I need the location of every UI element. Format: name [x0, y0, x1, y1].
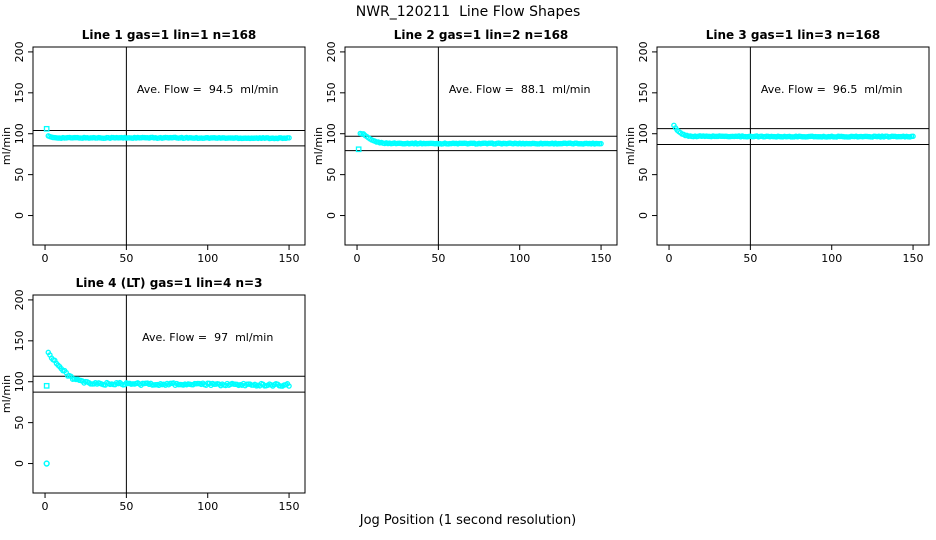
y-axis-label: ml/min: [312, 127, 325, 165]
x-tick-label: 150: [903, 252, 924, 265]
y-tick-label: 50: [637, 168, 650, 182]
plot-box: [344, 46, 618, 246]
y-tick-label: 200: [13, 289, 26, 310]
ave-flow-annotation: Ave. Flow = 88.1 ml/min: [449, 83, 591, 96]
data-points: [671, 122, 916, 140]
y-tick-label: 50: [13, 416, 26, 430]
subplot-line-4: 0 50 100 150 0 50 100 150 200 ml/min Line 4 (LT) g…: [0, 270, 312, 518]
y-tick-label: 150: [13, 82, 26, 103]
y-axis-label: ml/min: [0, 127, 13, 165]
x-tick-label: 100: [821, 252, 842, 265]
y-tick-label: 200: [13, 41, 26, 62]
subplot-line-3-chart: 0 50 100 150 0 50 100 150 200 ml/min Line 3 gas=1 …: [624, 28, 930, 265]
subplot-line-1: 0 50 100 150 0 50 100 150 200 ml/min Line 1 gas=1 …: [0, 22, 312, 270]
y-axis-label: ml/min: [624, 127, 637, 165]
subplot-line-2: 0 50 100 150 0 50 100 150 200 ml/min Line 2 gas=1 …: [312, 22, 624, 270]
main-title: NWR_120211 Line Flow Shapes: [355, 4, 581, 20]
data-points: [43, 349, 292, 467]
outlier-point-square: [355, 146, 362, 153]
x-tick-label: 50: [431, 252, 445, 265]
data-points: [43, 125, 292, 142]
y-tick-label: 100: [325, 123, 338, 144]
subplot-title: Line 2 gas=1 lin=2 n=168: [394, 28, 569, 42]
y-tick-label: 150: [637, 82, 650, 103]
x-tick-label: 0: [42, 500, 49, 513]
subplot-title: Line 4 (LT) gas=1 lin=4 n=3: [76, 276, 263, 290]
y-tick-label: 0: [637, 212, 650, 219]
x-tick-label: 0: [666, 252, 673, 265]
x-tick-label: 150: [279, 500, 300, 513]
y-tick-label: 100: [637, 123, 650, 144]
data-point: [598, 140, 604, 147]
y-axis-label: ml/min: [0, 375, 13, 413]
plot-box: [656, 46, 930, 246]
data-point: [910, 133, 916, 140]
data-point: [286, 383, 292, 389]
ave-flow-annotation: Ave. Flow = 94.5 ml/min: [137, 83, 279, 96]
y-tick-label: 200: [637, 41, 650, 62]
x-tick-label: 150: [279, 252, 300, 265]
y-tick-label: 200: [325, 41, 338, 62]
y-tick-label: 0: [325, 212, 338, 219]
y-tick-label: 0: [13, 460, 26, 467]
subplot-title: Line 1 gas=1 lin=1 n=168: [82, 28, 257, 42]
x-tick-label: 100: [197, 500, 218, 513]
outlier-point-square: [43, 382, 50, 389]
subplot-line-3: 0 50 100 150 0 50 100 150 200 ml/min Line 3 gas=1 …: [624, 22, 936, 270]
x-tick-label: 0: [42, 252, 49, 265]
ave-flow-annotation: Ave. Flow = 97 ml/min: [142, 331, 273, 344]
y-tick-label: 150: [325, 82, 338, 103]
x-tick-label: 50: [743, 252, 757, 265]
outlier-point-circle: [43, 460, 50, 467]
data-points: [355, 130, 604, 153]
x-tick-label: 100: [197, 252, 218, 265]
y-tick-label: 100: [13, 123, 26, 144]
data-point: [286, 135, 292, 141]
subplot-title: Line 3 gas=1 lin=3 n=168: [706, 28, 881, 42]
x-tick-label: 100: [509, 252, 530, 265]
outlier-point-square: [43, 125, 50, 132]
x-tick-label: 0: [354, 252, 361, 265]
x-tick-label: 50: [119, 500, 133, 513]
subplot-line-1-chart: 0 50 100 150 0 50 100 150 200 ml/min Line 1 gas=1 …: [0, 28, 306, 265]
x-tick-label: 150: [591, 252, 612, 265]
y-tick-label: 50: [13, 168, 26, 182]
x-axis-label: Jog Position (1 second resolution): [359, 513, 577, 528]
ave-flow-annotation: Ave. Flow = 96.5 ml/min: [761, 83, 903, 96]
plot-box: [32, 294, 306, 494]
y-tick-label: 150: [13, 330, 26, 351]
subplot-line-2-chart: 0 50 100 150 0 50 100 150 200 ml/min Line 2 gas=1 …: [312, 28, 618, 265]
y-tick-label: 50: [325, 168, 338, 182]
y-tick-label: 0: [13, 212, 26, 219]
y-tick-label: 100: [13, 371, 26, 392]
x-tick-label: 50: [119, 252, 133, 265]
subplot-line-4-chart: 0 50 100 150 0 50 100 150 200 ml/min Line 4 (LT) g…: [0, 276, 306, 513]
